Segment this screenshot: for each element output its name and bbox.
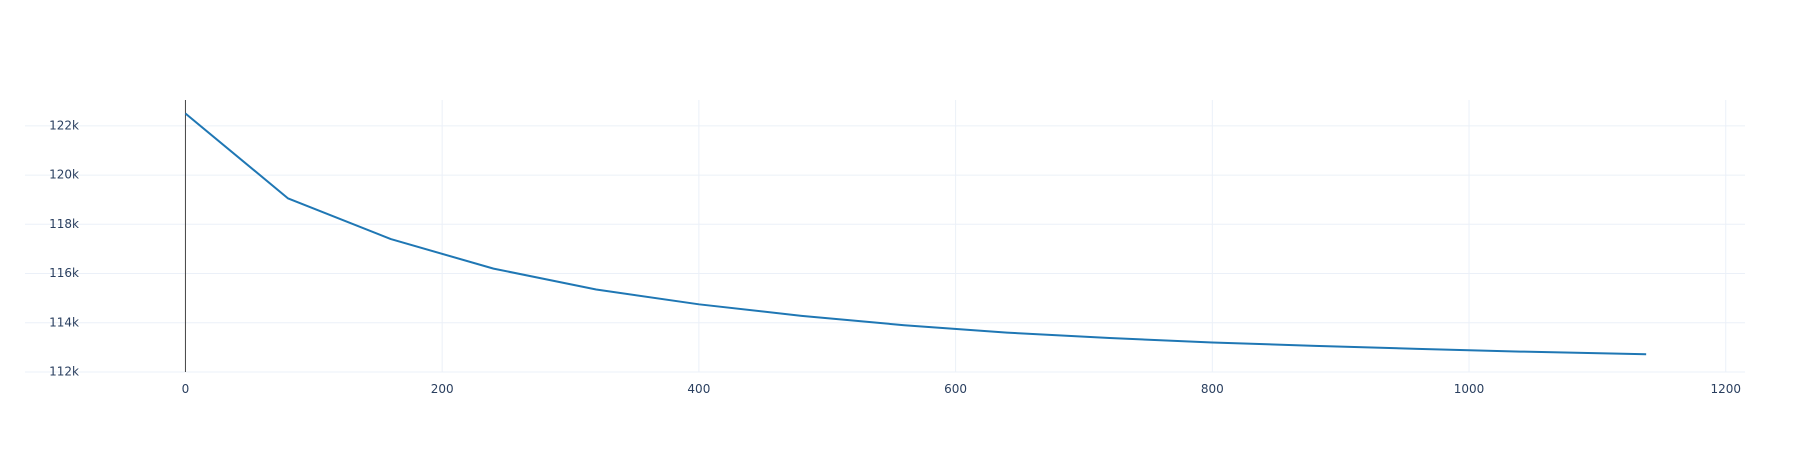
y-tick-label: 116k (49, 266, 79, 280)
series-line (184, 112, 1647, 356)
x-tick-label: 200 (431, 382, 454, 396)
series-layer (184, 112, 1647, 356)
x-tick-label: 0 (182, 382, 190, 396)
y-tick-label: 112k (49, 365, 79, 379)
y-gridlines (25, 125, 1745, 373)
x-tick-label: 800 (1201, 382, 1224, 396)
y-tick-label: 120k (49, 168, 79, 182)
y-tick-label: 122k (49, 118, 79, 132)
x-tick-label: 600 (944, 382, 967, 396)
y-tick-label: 114k (49, 315, 79, 329)
y-axis-tick-labels: 112k 114k 116k 118k 120k 122k (49, 118, 79, 378)
x-tick-label: 400 (687, 382, 710, 396)
y-tick-label: 118k (49, 217, 79, 231)
x-axis-tick-labels: 0 200 400 600 800 1000 1200 (182, 382, 1741, 396)
x-tick-label: 1200 (1710, 382, 1741, 396)
x-gridlines (441, 100, 1727, 372)
x-tick-label: 1000 (1454, 382, 1485, 396)
